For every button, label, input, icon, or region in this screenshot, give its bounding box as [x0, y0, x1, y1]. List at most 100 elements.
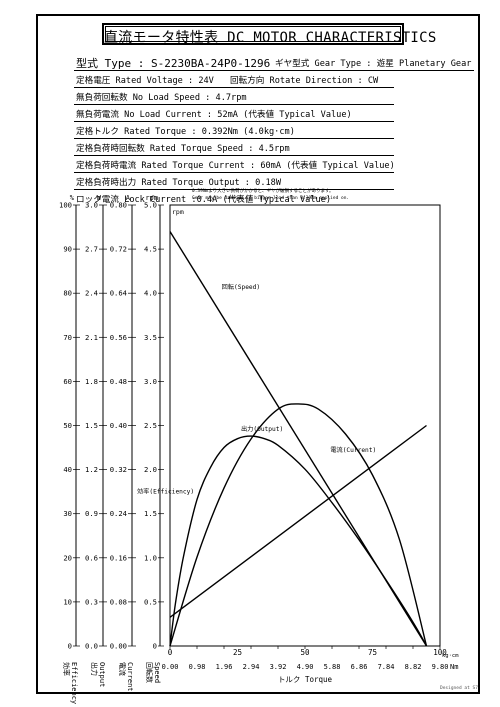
- efficiency-series-label: 効率(Efficiency): [137, 488, 194, 496]
- speed-series-label: 回転(Speed): [222, 283, 260, 291]
- output-tick-label: 0.0: [85, 642, 98, 651]
- efficiency-tick-label: 50: [63, 421, 72, 430]
- x-tick-label-nm: 0.00: [162, 663, 179, 671]
- efficiency-tick-label: 20: [63, 553, 72, 562]
- x-tick-label-nm: 8.82: [405, 663, 422, 671]
- output-tick-label: 0.3: [85, 597, 98, 606]
- spec-rule: [74, 138, 394, 139]
- speed-axis-name: 回転数: [145, 662, 154, 683]
- speed-axis-unit: rpm: [145, 194, 158, 202]
- speed-tick-label: 3.5: [144, 333, 157, 342]
- efficiency-tick-label: 30: [63, 509, 72, 518]
- speed-tick-label: 2.5: [144, 421, 157, 430]
- x-tick-label-nm: 0.98: [189, 663, 206, 671]
- x-tick-label-nm: 6.86: [351, 663, 368, 671]
- efficiency-axis-name: Efficiency: [70, 662, 78, 704]
- spec-rule: [74, 87, 394, 88]
- output-tick-label: 3.0: [85, 201, 98, 210]
- current-tick-label: 0.80: [110, 201, 127, 210]
- efficiency-tick-label: 40: [63, 465, 72, 474]
- current-tick-label: 0.64: [110, 289, 127, 298]
- current-series-label: 電流(Current): [330, 446, 376, 454]
- x-tick-label-kgcm: 100: [433, 648, 447, 657]
- x-tick-label-nm: 1.96: [216, 663, 233, 671]
- output-axis-name: Output: [98, 662, 106, 687]
- x-tick-label-nm: 5.88: [324, 663, 341, 671]
- x-tick-label-kgcm: 0: [168, 648, 173, 657]
- speed-axis-unit-inner: rpm: [172, 208, 184, 216]
- x-tick-label-kgcm: 75: [368, 648, 377, 657]
- x-tick-label-nm: 4.90: [297, 663, 314, 671]
- current-tick-label: 0.00: [110, 642, 127, 651]
- spec-rated-voltage: 定格電圧 Rated Voltage : 24V: [76, 76, 214, 86]
- current-tick-label: 0.40: [110, 421, 127, 430]
- x-tick-label-nm: 2.94: [243, 663, 260, 671]
- spec-rule: [74, 189, 394, 190]
- output-axis-name: 出力: [90, 662, 99, 676]
- spec-rule: [74, 172, 394, 173]
- spec-sheet-frame: [36, 14, 480, 694]
- x-tick-label-nm: 3.92: [270, 663, 287, 671]
- efficiency-tick-label: 60: [63, 377, 72, 386]
- speed-tick-label: 0: [153, 642, 157, 651]
- speed-tick-label: 1.0: [144, 553, 157, 562]
- current-tick-label: 0.08: [110, 597, 127, 606]
- x-tick-label-nm: 7.84: [378, 663, 395, 671]
- spec-rule: [74, 104, 394, 105]
- output-tick-label: 1.5: [85, 421, 98, 430]
- current-tick-label: 0.48: [110, 377, 127, 386]
- current-tick-label: 0.72: [110, 245, 127, 254]
- output-series-label: 出力(Output): [241, 425, 283, 433]
- output-axis-unit: W: [97, 194, 102, 202]
- speed-tick-label: 4.5: [144, 245, 157, 254]
- spec-rule: [74, 70, 474, 71]
- spec-rated-output: 定格負荷時出力 Rated Torque Output : 0.18W: [76, 178, 282, 188]
- efficiency-tick-label: 90: [63, 245, 72, 254]
- gear-warning-jp: 0.39Nmより大きい負荷がかかると、ギヤが破損することがあります。: [192, 187, 334, 194]
- designer-credit: Designed at S7: [440, 685, 478, 691]
- x-unit-nm: Nm: [450, 663, 458, 671]
- speed-tick-label: 5.0: [144, 201, 157, 210]
- spec-no-load-speed: 無負荷回転数 No Load Speed : 4.7rpm: [76, 93, 247, 103]
- spec-gear: ギヤ型式 Gear Type : 遊星 Planetary Gear: [275, 59, 472, 69]
- spec-model: 型式 Type : S-2230BA-24P0-1296: [76, 57, 271, 70]
- title-box: 直流モータ特性表 DC MOTOR CHARACTERISTICS: [102, 23, 436, 46]
- x-unit-kgcm: kg·cm: [442, 653, 459, 659]
- efficiency-tick-label: 80: [63, 289, 72, 298]
- speed-tick-label: 1.5: [144, 509, 157, 518]
- spec-rotation: 回転方向 Rotate Direction : CW: [230, 76, 379, 86]
- efficiency-tick-label: 100: [59, 201, 72, 210]
- speed-tick-label: 2.0: [144, 465, 157, 474]
- current-tick-label: 0.16: [110, 553, 127, 562]
- current-tick-label: 0.24: [110, 509, 127, 518]
- x-axis-label: トルク Torque: [278, 675, 333, 684]
- speed-tick-label: 0.5: [144, 597, 157, 606]
- gear-warning-en: Gear may be damaged if bigger load than …: [192, 195, 349, 201]
- output-tick-label: 2.1: [85, 333, 98, 342]
- spec-rated-torque-speed: 定格負荷時回転数 Rated Torque Speed : 4.5rpm: [76, 144, 290, 154]
- output-tick-label: 2.4: [85, 289, 98, 298]
- x-tick-label-kgcm: 25: [233, 648, 242, 657]
- current-curve: [169, 424, 427, 618]
- spec-rated-torque-current: 定格負荷時電流 Rated Torque Current : 60mA (代表値…: [76, 161, 395, 171]
- efficiency-tick-label: 70: [63, 333, 72, 342]
- speed-tick-label: 3.0: [144, 377, 157, 386]
- current-axis-name: 電流: [118, 662, 127, 676]
- x-tick-label-kgcm: 50: [300, 648, 310, 657]
- spec-rated-torque: 定格トルク Rated Torque : 0.392Nm (4.0kg·cm): [76, 127, 295, 137]
- efficiency-tick-label: 0: [68, 642, 72, 651]
- output-curve: [169, 403, 428, 647]
- speed-axis-name: Speed: [153, 662, 161, 683]
- current-axis-unit: A: [126, 194, 131, 202]
- output-tick-label: 0.6: [85, 553, 98, 562]
- spec-rule: [74, 155, 394, 156]
- spec-rule: [74, 121, 394, 122]
- efficiency-axis-name: 効率: [62, 662, 71, 676]
- current-tick-label: 0.32: [110, 465, 127, 474]
- x-tick-label-nm: 9.80: [432, 663, 449, 671]
- efficiency-curve: [169, 435, 428, 647]
- plot-frame: [169, 204, 441, 647]
- efficiency-tick-label: 10: [63, 597, 72, 606]
- spec-no-load-current: 無負荷電流 No Load Current : 52mA (代表値 Typica…: [76, 110, 352, 120]
